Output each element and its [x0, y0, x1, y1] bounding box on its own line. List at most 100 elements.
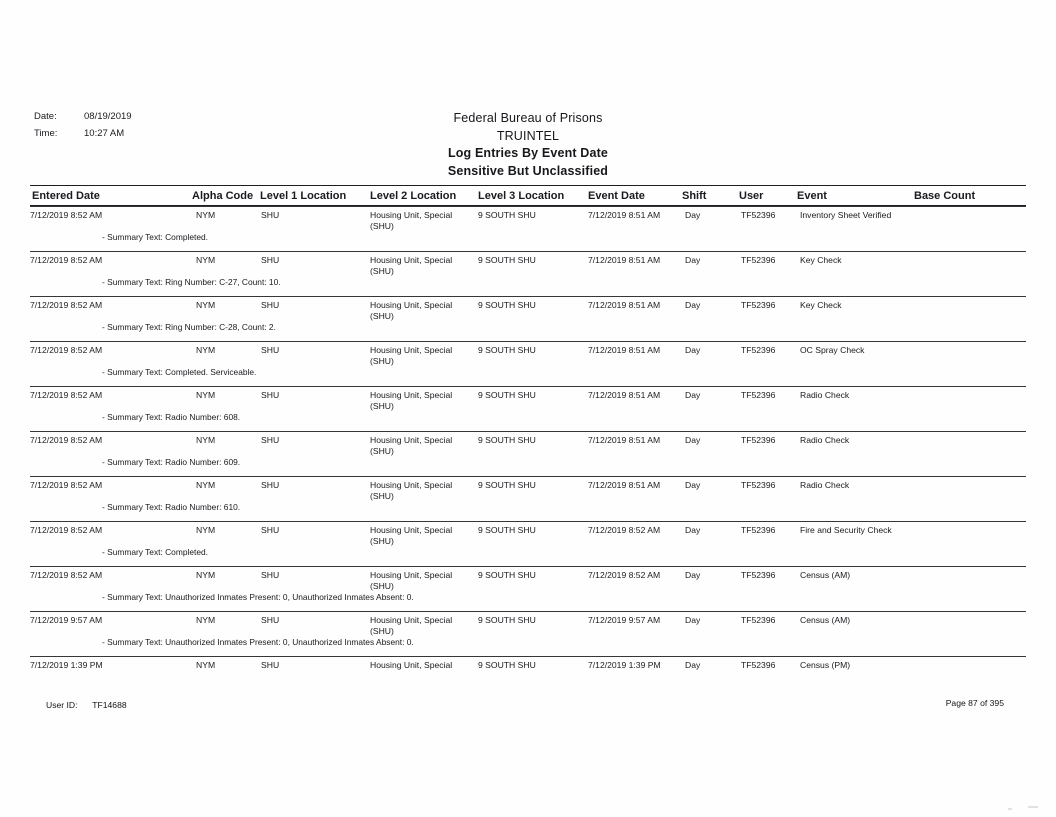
table-row-main: 7/12/2019 8:52 AM NYM SHU Housing Unit, Spe… — [30, 432, 1026, 456]
summary-text: - Summary Text: Unauthorized Inmates Pre… — [102, 637, 414, 647]
cell-user: TF52396 — [741, 435, 776, 445]
report-meta: Date: 08/19/2019 Time: 10:27 AM — [34, 108, 164, 142]
table-row-summary: - Summary Text: Unauthorized Inmates Pre… — [30, 591, 1026, 611]
table-body: 7/12/2019 8:52 AM NYM SHU Housing Unit, Spe… — [30, 206, 1026, 681]
summary-text: - Summary Text: Radio Number: 609. — [102, 457, 241, 467]
footer-user-id: User ID: TF14688 — [46, 700, 127, 710]
table-row-main: 7/12/2019 1:39 PM NYM SHU Housing Unit, Spe… — [30, 657, 1026, 681]
cell-alpha-code: NYM — [196, 345, 216, 355]
table-row: 7/12/2019 8:52 AM NYM SHU Housing Unit, Spe… — [30, 341, 1026, 386]
cell-user: TF52396 — [741, 210, 776, 220]
cell-level-2-location: Housing Unit, Special (SHU) — [370, 300, 453, 321]
cell-level-3-location: 9 SOUTH SHU — [478, 525, 536, 535]
cell-level-3-location: 9 SOUTH SHU — [478, 435, 536, 445]
scan-artifact — [1028, 806, 1038, 808]
table-row: 7/12/2019 8:52 AM NYM SHU Housing Unit, Spe… — [30, 251, 1026, 296]
cell-event: OC Spray Check — [800, 345, 865, 355]
cell-event-date: 7/12/2019 8:51 AM — [588, 480, 661, 490]
cell-level-1-location: SHU — [261, 210, 280, 220]
cell-shift: Day — [685, 300, 701, 310]
classification-banner: Sensitive But Unclassified — [447, 163, 609, 178]
cell-alpha-code: NYM — [196, 255, 216, 265]
cell-shift: Day — [685, 435, 701, 445]
cell-alpha-code: NYM — [196, 615, 216, 625]
cell-shift: Day — [685, 525, 701, 535]
table-row-summary: - Summary Text: Ring Number: C-28, Count… — [30, 321, 1026, 341]
cell-level-3-location: 9 SOUTH SHU — [478, 615, 536, 625]
table-row-main: 7/12/2019 8:52 AM NYM SHU Housing Unit, Spe… — [30, 477, 1026, 501]
column-header-level-1-location: Level 1 Location — [260, 190, 347, 202]
cell-shift: Day — [685, 570, 701, 580]
cell-alpha-code: NYM — [196, 390, 216, 400]
table-row-main: 7/12/2019 8:52 AM NYM SHU Housing Unit, Spe… — [30, 297, 1026, 321]
cell-user: TF52396 — [741, 345, 776, 355]
cell-entered-date: 7/12/2019 8:52 AM — [30, 390, 103, 400]
cell-user: TF52396 — [741, 480, 776, 490]
cell-event-date: 7/12/2019 8:51 AM — [588, 255, 661, 265]
cell-alpha-code: NYM — [196, 660, 216, 670]
cell-entered-date: 7/12/2019 9:57 AM — [30, 615, 103, 625]
agency-name: Federal Bureau of Prisons — [453, 111, 603, 125]
cell-event: Census (AM) — [800, 570, 851, 580]
cell-event: Inventory Sheet Verified — [800, 210, 892, 220]
column-header-level-3-location: Level 3 Location — [478, 190, 565, 202]
cell-level-2-location: Housing Unit, Special (SHU) — [370, 525, 453, 546]
report-date-value: 08/19/2019 — [84, 111, 132, 122]
cell-event: Key Check — [800, 255, 842, 265]
report-time-value: 10:27 AM — [84, 128, 125, 139]
cell-user: TF52396 — [741, 570, 776, 580]
column-header-user: User — [739, 190, 764, 202]
cell-level-2-location: Housing Unit, Special (SHU) — [370, 345, 453, 366]
cell-alpha-code: NYM — [196, 210, 216, 220]
cell-alpha-code: NYM — [196, 300, 216, 310]
table-row-summary: - Summary Text: Radio Number: 610. — [30, 501, 1026, 521]
table-row: 7/12/2019 8:52 AM NYM SHU Housing Unit, Spe… — [30, 566, 1026, 611]
table-header-row: Entered Date Alpha Code Level 1 Location… — [30, 185, 1026, 206]
cell-level-1-location: SHU — [261, 255, 280, 265]
system-name: TRUINTEL — [496, 128, 560, 143]
cell-alpha-code: NYM — [196, 480, 216, 490]
cell-shift: Day — [685, 615, 701, 625]
cell-event: Census (PM) — [800, 660, 851, 670]
table-row: 7/12/2019 8:52 AM NYM SHU Housing Unit, Spe… — [30, 296, 1026, 341]
report-time-label: Time: — [34, 128, 58, 139]
cell-level-3-location: 9 SOUTH SHU — [478, 570, 536, 580]
cell-user: TF52396 — [741, 525, 776, 535]
column-header-shift: Shift — [682, 190, 707, 202]
column-header-base-count: Base Count — [914, 190, 976, 202]
table-row-summary: - Summary Text: Completed. Serviceable. — [30, 366, 1026, 386]
table-row: 7/12/2019 8:52 AM NYM SHU Housing Unit, Spe… — [30, 476, 1026, 521]
table-row-main: 7/12/2019 8:52 AM NYM SHU Housing Unit, Spe… — [30, 252, 1026, 276]
table-row: 7/12/2019 8:52 AM NYM SHU Housing Unit, Spe… — [30, 386, 1026, 431]
cell-event-date: 7/12/2019 8:52 AM — [588, 570, 661, 580]
summary-text: - Summary Text: Completed. — [102, 547, 208, 557]
cell-shift: Day — [685, 480, 701, 490]
cell-event-date: 7/12/2019 8:51 AM — [588, 390, 661, 400]
cell-shift: Day — [685, 210, 701, 220]
cell-user: TF52396 — [741, 255, 776, 265]
summary-text: - Summary Text: Completed. — [102, 232, 208, 242]
cell-level-2-location: Housing Unit, Special (SHU) — [370, 570, 453, 591]
report-title-block: Federal Bureau of Prisons TRUINTEL Log E… — [0, 110, 1056, 180]
cell-level-2-location: Housing Unit, Special (SHU) — [370, 615, 453, 636]
summary-text: - Summary Text: Ring Number: C-28, Count… — [102, 322, 276, 332]
column-header-alpha-code: Alpha Code — [192, 190, 254, 202]
cell-event: Radio Check — [800, 480, 850, 490]
cell-alpha-code: NYM — [196, 525, 216, 535]
report-time-row: Time: 10:27 AM — [34, 125, 164, 142]
cell-level-1-location: SHU — [261, 660, 280, 670]
cell-event: Key Check — [800, 300, 842, 310]
table-row: 7/12/2019 8:52 AM NYM SHU Housing Unit, Spe… — [30, 206, 1026, 251]
cell-entered-date: 7/12/2019 8:52 AM — [30, 300, 103, 310]
table-row-main: 7/12/2019 8:52 AM NYM SHU Housing Unit, Spe… — [30, 342, 1026, 366]
table-row-summary: - Summary Text: Completed. — [30, 546, 1026, 566]
cell-level-3-location: 9 SOUTH SHU — [478, 255, 536, 265]
cell-user: TF52396 — [741, 660, 776, 670]
cell-event-date: 7/12/2019 8:51 AM — [588, 435, 661, 445]
cell-event-date: 7/12/2019 8:52 AM — [588, 525, 661, 535]
report-title: Log Entries By Event Date — [447, 146, 609, 160]
cell-entered-date: 7/12/2019 1:39 PM — [30, 660, 103, 670]
cell-level-1-location: SHU — [261, 390, 280, 400]
summary-text: - Summary Text: Unauthorized Inmates Pre… — [102, 592, 414, 602]
